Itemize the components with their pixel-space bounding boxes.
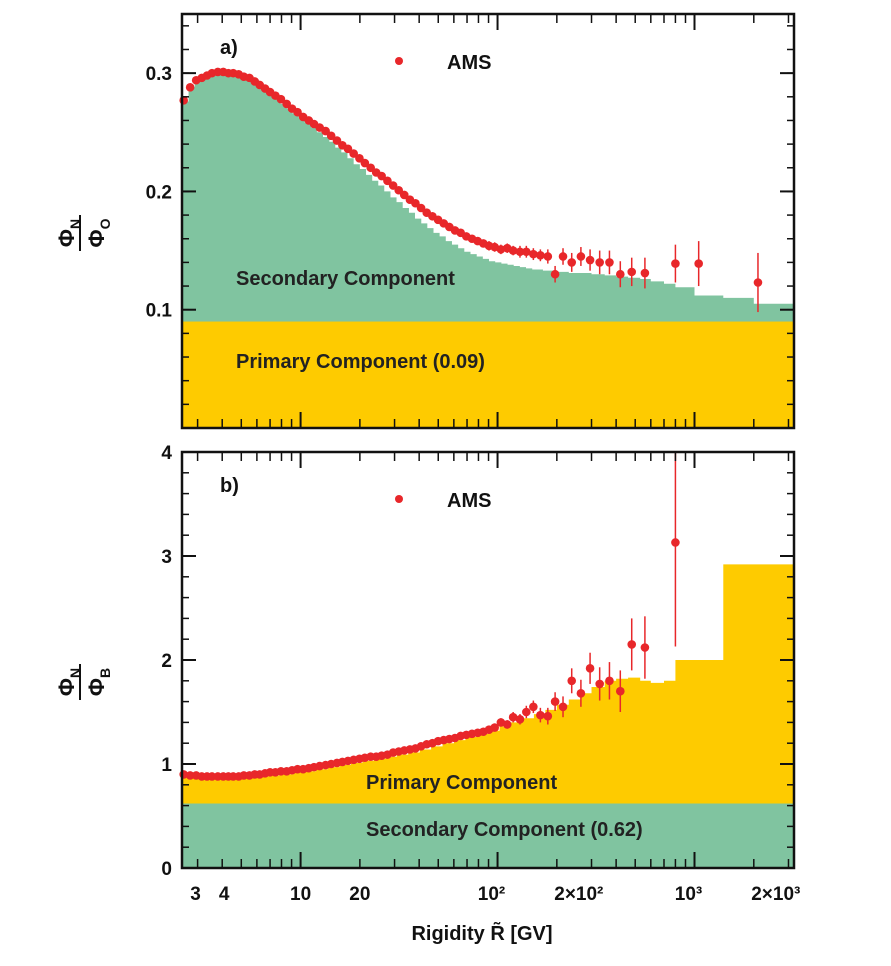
x-tick-label: 10² (478, 884, 505, 905)
data-point (615, 686, 625, 696)
panel-a-legend-marker (395, 57, 403, 65)
panel-b-ylabel-numerator: ΦN (54, 668, 83, 696)
data-point (585, 664, 595, 673)
data-point (508, 712, 518, 722)
data-point (671, 259, 680, 268)
data-point (640, 268, 650, 278)
data-point (550, 697, 560, 706)
secondary-band-b (182, 803, 794, 868)
data-point (411, 198, 420, 208)
panel-a: 0.1 0.2 0.3 a) AMS Secondary Component Pri… (54, 12, 796, 430)
x-tick-label: 2×10² (554, 884, 603, 905)
primary-area-b (182, 564, 794, 868)
data-point (383, 176, 392, 186)
y-tick-label: 3 (161, 547, 172, 568)
panel-a-tag: a) (220, 37, 238, 59)
data-point (585, 255, 595, 265)
data-point (360, 158, 370, 168)
data-point (377, 171, 386, 181)
data-point (276, 94, 286, 104)
data-point (567, 258, 577, 267)
data-point (529, 249, 538, 259)
data-point (605, 676, 614, 686)
data-point (627, 640, 637, 649)
primary-band-a (182, 321, 794, 428)
data-point (388, 181, 398, 190)
x-tick-label: 10³ (675, 884, 702, 905)
y-tick-label: 0 (161, 859, 172, 880)
data-point (349, 149, 358, 158)
data-point (694, 259, 703, 268)
data-point (558, 702, 568, 712)
data-point (615, 269, 625, 279)
panel-b-legend-label: AMS (447, 490, 491, 512)
data-point (502, 720, 512, 729)
data-point (490, 723, 499, 732)
x-tick-label: 10 (290, 884, 311, 905)
data-point (508, 246, 518, 255)
data-point (640, 643, 650, 652)
panel-b-tag: b) (220, 475, 239, 497)
data-point (522, 247, 531, 257)
y-tick-label: 0.2 (146, 182, 172, 203)
data-point (753, 278, 763, 287)
data-point (515, 714, 525, 724)
data-point (515, 247, 525, 257)
data-point (576, 252, 586, 261)
y-tick-label: 4 (161, 443, 172, 464)
y-tick-label: 2 (161, 651, 172, 672)
panel-a-secondary-label: Secondary Component (236, 268, 455, 290)
x-tick-label: 4 (219, 884, 230, 905)
panel-a-primary-label: Primary Component (0.09) (236, 351, 485, 373)
data-point (595, 258, 604, 267)
panel-a-frame (180, 12, 796, 430)
data-point (558, 252, 568, 261)
panel-b-legend-marker (395, 495, 403, 503)
data-point (595, 679, 604, 689)
panel-b-frame (180, 450, 796, 870)
y-tick-label: 0.3 (146, 64, 172, 85)
data-point (343, 144, 353, 154)
data-point (522, 707, 531, 717)
panel-b-primary-label: Primary Component (366, 772, 557, 794)
data-point (671, 538, 680, 547)
x-tick-label: 2×10³ (751, 884, 800, 905)
data-point (576, 688, 586, 698)
data-point (416, 203, 426, 213)
data-point (399, 190, 409, 200)
x-axis-title: Rigidity R̃ [GV] (411, 921, 552, 945)
data-point (543, 711, 553, 721)
data-point (326, 131, 336, 141)
panel-b-ylabel-denominator: ΦB (84, 668, 113, 696)
data-point (627, 267, 637, 277)
panel-a-ylabel: ΦN ΦO (54, 215, 113, 251)
data-point (605, 258, 614, 267)
data-point (529, 702, 538, 712)
data-point (536, 710, 545, 720)
y-tick-label: 0.1 (146, 301, 173, 322)
data-point (185, 771, 195, 780)
x-tick-label: 3 (190, 884, 201, 905)
x-tick-label: 20 (349, 884, 370, 905)
panel-b-ylabel: ΦN ΦB (54, 664, 113, 700)
data-point (543, 252, 553, 261)
data-point (185, 83, 195, 92)
panel-a-legend-label: AMS (447, 52, 491, 74)
data-point (536, 251, 545, 260)
panel-b-secondary-label: Secondary Component (0.62) (366, 819, 643, 841)
panel-a-ylabel-numerator: ΦN (54, 219, 83, 247)
data-point (567, 676, 577, 686)
data-point (550, 269, 560, 279)
panel-a-ylabel-denominator: ΦO (84, 218, 113, 247)
y-tick-label: 1 (161, 755, 172, 776)
